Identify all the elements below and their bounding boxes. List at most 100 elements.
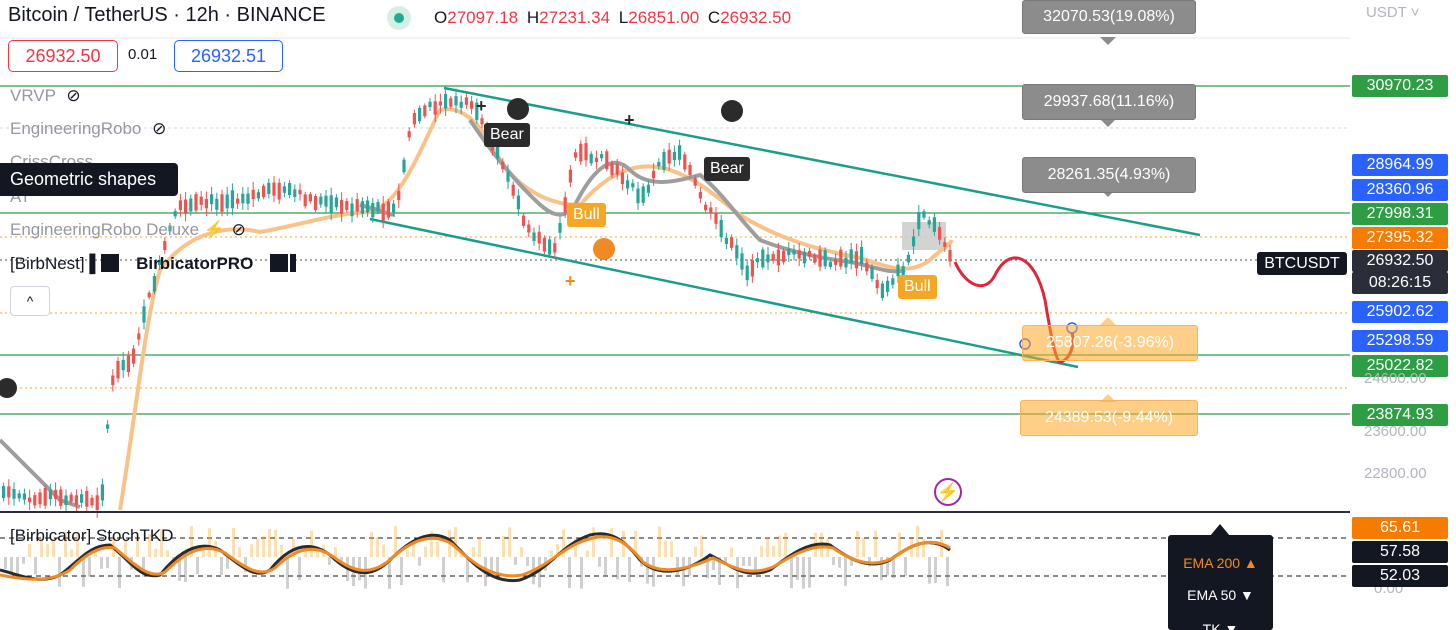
- stoch-tag: 65.61: [1352, 517, 1448, 539]
- candle-body: [464, 97, 468, 105]
- indicator-engineeringrobo[interactable]: EngineeringRobo ⊘: [10, 119, 166, 139]
- pane-separator[interactable]: [0, 511, 1350, 513]
- candle-body: [584, 143, 588, 161]
- buy-button[interactable]: 26932.51: [174, 40, 283, 72]
- target-flag-2[interactable]: 29937.68(11.16%): [1022, 84, 1196, 120]
- stoch-bar: [100, 557, 103, 569]
- stoch-bar: [496, 557, 499, 574]
- stoch-bar: [118, 557, 121, 589]
- stoch-bar: [790, 557, 793, 589]
- stoch-bar: [682, 557, 685, 587]
- marker-dot: [0, 378, 17, 398]
- stoch-bar: [220, 557, 223, 575]
- candle-body: [12, 489, 16, 499]
- candle-body: [152, 275, 156, 292]
- stoch-bar: [370, 532, 373, 557]
- stoch-bar: [22, 557, 25, 564]
- stoch-bar: [394, 526, 397, 557]
- high-label: H: [526, 8, 540, 27]
- bull-signal-label: Bull: [898, 275, 937, 299]
- candle-body: [48, 490, 52, 499]
- target-flag-1[interactable]: 32070.53(19.08%): [1022, 0, 1196, 34]
- candle-body: [116, 360, 120, 379]
- color-swatch-icon: ▌: [89, 254, 102, 273]
- color-swatch-icon: [101, 254, 120, 272]
- target-flag-4[interactable]: 25807.26(-3.96%): [1022, 325, 1198, 361]
- candle-body: [22, 493, 26, 500]
- alert-lightning-icon[interactable]: ⚡: [934, 478, 962, 506]
- axis-label: 22800.00: [1364, 465, 1427, 482]
- stoch-bar: [166, 550, 169, 557]
- candle-body: [548, 239, 552, 255]
- candle-body: [938, 227, 942, 240]
- stoch-bar: [196, 557, 199, 575]
- stoch-indicator-title[interactable]: [Birbicator] StochTKD: [10, 526, 174, 545]
- candle-body: [943, 242, 947, 247]
- candle-body: [886, 280, 890, 292]
- indicator-vrvp[interactable]: VRVP ⊘: [10, 86, 81, 106]
- stoch-bar: [286, 557, 289, 589]
- candle-body: [714, 212, 718, 224]
- sell-button[interactable]: 26932.50: [8, 40, 118, 72]
- candle-body: [246, 193, 250, 204]
- bear-signal-label: Bear: [704, 157, 750, 181]
- candle-body: [142, 306, 146, 323]
- target-flag-5[interactable]: 24389.53(-9.44%): [1020, 400, 1198, 436]
- indicator-engineeringrobo-deluxe[interactable]: EngineeringRobo Deluxe ⚡ ⊘: [10, 220, 246, 240]
- eye-hidden-icon[interactable]: ⊘: [66, 86, 81, 105]
- stoch-bar: [142, 557, 145, 577]
- stoch-bar: [250, 544, 253, 557]
- candle-body: [657, 162, 661, 167]
- candle-body: [267, 182, 271, 195]
- indicator-birbnest[interactable]: [BirbNest] ▌ BirbicatorPRO: [10, 254, 297, 274]
- stoch-bar: [70, 549, 73, 557]
- menu-item-tk[interactable]: TK ▼: [1202, 621, 1239, 630]
- candle-body: [501, 161, 505, 170]
- candle-body: [568, 169, 572, 183]
- candle-body: [870, 266, 874, 279]
- axis-label: 24600.00: [1364, 370, 1427, 387]
- stoch-bar: [874, 530, 877, 557]
- channel-upper-line: [443, 86, 1201, 237]
- candle-body: [334, 197, 338, 208]
- candle-body: [277, 182, 281, 200]
- currency-selector[interactable]: USDT ˅: [1366, 4, 1420, 21]
- price-tag: 23874.93: [1352, 404, 1448, 426]
- ema-legend-menu[interactable]: EMA 200 ▲ EMA 50 ▼ TK ▼: [1168, 535, 1273, 630]
- stoch-bar: [418, 557, 421, 566]
- stoch-bar: [766, 537, 769, 557]
- target-flag-3[interactable]: 28261.35(4.93%): [1022, 157, 1196, 193]
- marker-dot: [721, 100, 743, 122]
- candle-body: [189, 198, 193, 212]
- candle-body: [522, 215, 526, 226]
- candle-body: [579, 143, 583, 162]
- menu-item-ema50[interactable]: EMA 50 ▼: [1187, 587, 1254, 603]
- stoch-tag: 52.03: [1352, 565, 1448, 587]
- candle-body: [600, 154, 604, 159]
- stoch-bar: [562, 529, 565, 557]
- stoch-bar: [526, 557, 529, 566]
- candle-body: [860, 246, 864, 264]
- collapse-legend-button[interactable]: ^: [10, 286, 50, 316]
- stoch-bar: [604, 557, 607, 577]
- candle-body: [626, 180, 630, 189]
- candle-body: [688, 164, 692, 176]
- eye-hidden-icon[interactable]: ⊘: [231, 220, 246, 239]
- stoch-bar: [298, 557, 301, 581]
- eye-hidden-icon[interactable]: ⊘: [152, 119, 167, 138]
- stoch-bar: [652, 557, 655, 587]
- stoch-bar: [334, 547, 337, 557]
- candle-body: [454, 96, 458, 106]
- stoch-bar: [388, 557, 391, 589]
- cross-marker: +: [624, 110, 635, 130]
- stoch-bar: [676, 557, 679, 577]
- stoch-bar: [304, 550, 307, 557]
- current-price-tag: 26932.50: [1352, 250, 1448, 272]
- flag-pointer: [1100, 317, 1116, 325]
- symbol-title[interactable]: Bitcoin / TetherUS · 12h · BINANCE: [8, 4, 326, 26]
- menu-item-ema200[interactable]: EMA 200 ▲: [1183, 555, 1258, 571]
- stoch-bar: [514, 557, 517, 565]
- candle-body: [2, 486, 6, 498]
- candle-body: [818, 249, 822, 267]
- stoch-bar: [898, 532, 901, 557]
